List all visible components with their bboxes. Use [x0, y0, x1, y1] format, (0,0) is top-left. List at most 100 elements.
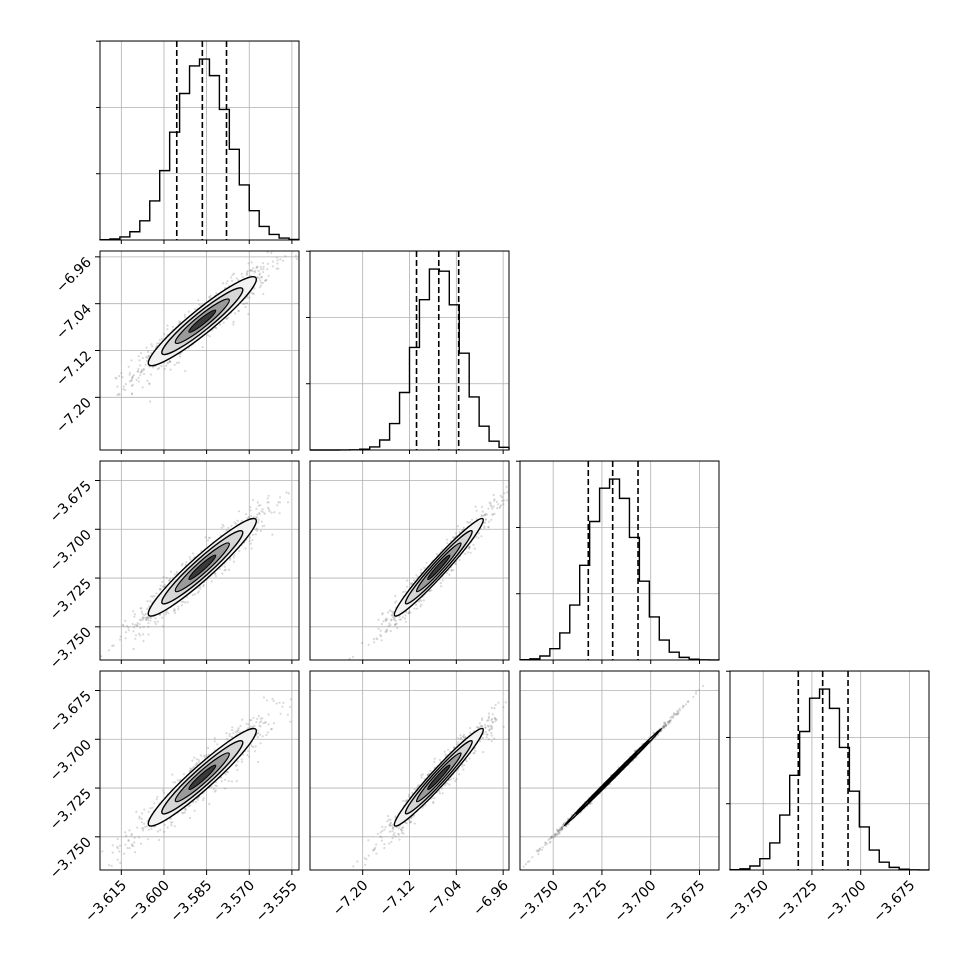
sample-point [235, 763, 238, 767]
scatter-panel-4-2 [309, 670, 510, 871]
sample-point [490, 725, 493, 728]
sample-point [257, 504, 260, 507]
sample-point [177, 608, 180, 611]
sample-point [400, 831, 404, 835]
sample-point [246, 296, 249, 299]
density-contour-4 [427, 554, 451, 580]
sample-point [135, 378, 138, 382]
sample-point [379, 629, 382, 632]
sample-point [399, 618, 402, 621]
sample-point [191, 766, 195, 769]
sample-point [147, 625, 150, 628]
sample-point [259, 284, 263, 287]
sample-point [237, 279, 240, 282]
sample-point [386, 629, 389, 632]
sample-point [245, 273, 248, 276]
sample-point [410, 583, 413, 586]
sample-point [178, 353, 181, 356]
sample-point [256, 513, 259, 516]
sample-point [223, 565, 226, 568]
scatter-panel-4-3 [519, 670, 720, 871]
sample-point [411, 791, 414, 794]
sample-point [487, 717, 491, 720]
sample-point [481, 719, 484, 722]
sample-point [233, 554, 236, 557]
sample-point [449, 778, 453, 781]
sample-point [178, 320, 181, 323]
sample-point [118, 844, 122, 847]
sample-point [169, 821, 173, 824]
sample-point [454, 532, 457, 535]
sample-point [203, 754, 206, 758]
sample-point [249, 269, 252, 272]
sample-point [286, 713, 289, 716]
sample-point [409, 582, 412, 585]
sample-point [401, 616, 404, 619]
sample-point [168, 579, 171, 582]
sample-point [448, 573, 451, 576]
sample-point [249, 719, 252, 722]
sample-point [131, 383, 134, 386]
sample-point [208, 335, 211, 338]
sample-point [131, 375, 134, 378]
sample-point [146, 616, 149, 620]
sample-point [483, 513, 486, 517]
sample-point [250, 261, 253, 264]
sample-point [161, 580, 164, 584]
sample-point [251, 533, 255, 536]
sample-point [224, 568, 227, 572]
sample-point [232, 272, 235, 275]
sample-point [260, 720, 263, 723]
sample-point [168, 360, 172, 363]
sample-point [251, 539, 254, 542]
sample-point [267, 501, 270, 504]
sample-point [457, 737, 460, 740]
sample-point [275, 267, 278, 270]
sample-point [257, 521, 260, 524]
sample-point [455, 778, 458, 781]
sample-point [236, 731, 239, 734]
sample-point [367, 839, 370, 842]
sample-point [156, 620, 159, 623]
sample-point [235, 277, 238, 280]
sample-point [379, 831, 382, 834]
sample-point [416, 784, 420, 787]
sample-point [491, 513, 494, 516]
sample-point [185, 561, 188, 564]
sample-point [131, 376, 134, 379]
sample-point [276, 262, 279, 265]
sample-point [499, 504, 503, 507]
sample-point [159, 587, 162, 591]
sample-point [234, 312, 237, 315]
sample-point [197, 299, 200, 302]
sample-point [375, 852, 378, 855]
sample-point [121, 376, 124, 379]
sample-point [394, 594, 397, 598]
sample-point [236, 519, 239, 522]
sample-point [184, 808, 187, 811]
sample-point [384, 826, 387, 829]
sample-point [477, 536, 480, 539]
sample-point [138, 817, 141, 820]
sample-point [223, 569, 226, 572]
sample-point [486, 719, 489, 722]
sample-point [230, 780, 233, 783]
sample-point [141, 370, 144, 373]
sample-point [173, 573, 176, 576]
sample-point [452, 777, 455, 780]
sample-point [453, 746, 456, 749]
sample-point [250, 719, 253, 722]
sample-point [224, 787, 227, 790]
sample-point [373, 641, 376, 644]
sample-point [382, 620, 385, 623]
sample-point [493, 499, 496, 502]
sample-point [139, 634, 142, 637]
sample-point [484, 512, 487, 515]
sample-point [141, 617, 144, 620]
sample-point [139, 374, 142, 377]
sample-point [234, 730, 237, 733]
sample-point [128, 380, 131, 383]
sample-point [228, 734, 231, 738]
sample-point [408, 610, 411, 613]
sample-point [256, 501, 259, 504]
